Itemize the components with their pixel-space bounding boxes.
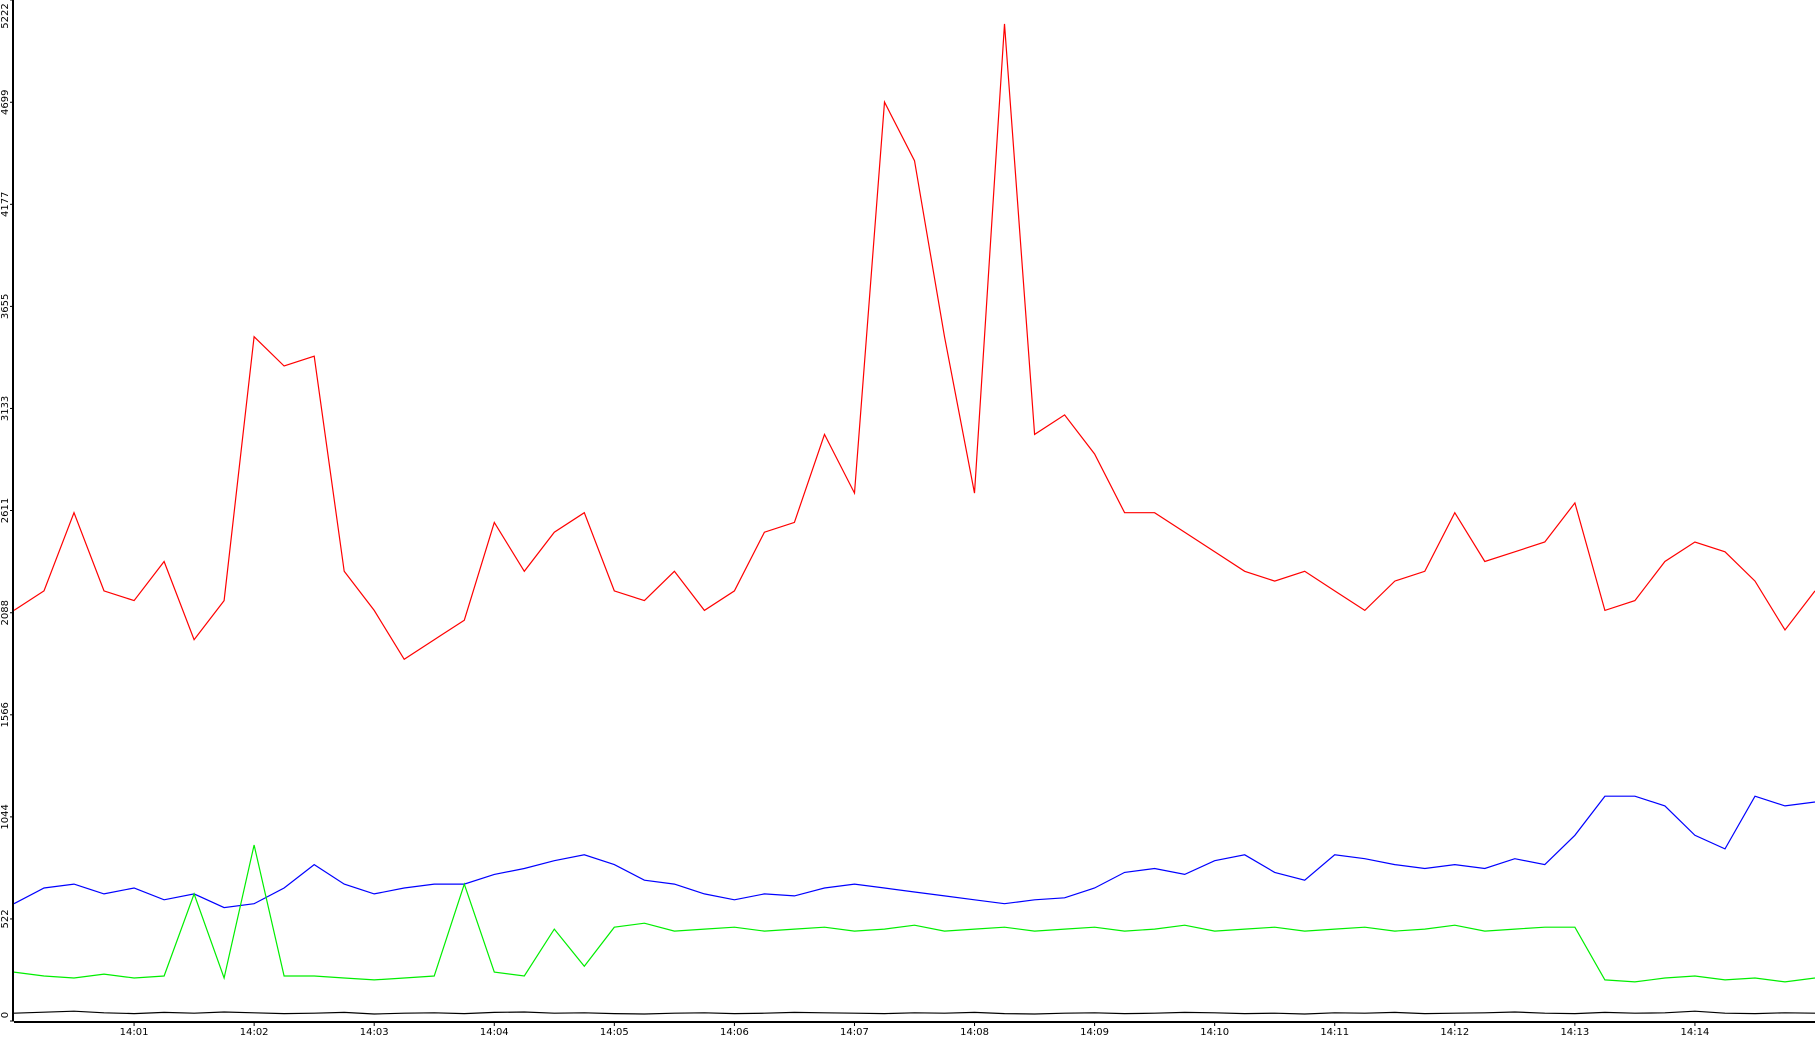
y-tick-label: 4699 — [0, 90, 11, 115]
y-tick-label: 4177 — [0, 192, 11, 217]
y-tick-label: 1566 — [0, 702, 11, 727]
x-tick-label: 14:06 — [720, 1027, 749, 1038]
x-tick-label: 14:12 — [1440, 1027, 1469, 1038]
x-tick-label: 14:03 — [360, 1027, 389, 1038]
x-tick-label: 14:13 — [1560, 1027, 1589, 1038]
x-tick-label: 14:02 — [240, 1027, 269, 1038]
y-tick-label: 2088 — [0, 600, 11, 625]
y-tick-label: 3655 — [0, 294, 11, 319]
x-tick-label: 14:08 — [960, 1027, 989, 1038]
series-line — [13, 1010, 1815, 1015]
y-tick-label: 5222 — [0, 3, 11, 28]
x-tick-label: 14:10 — [1200, 1027, 1229, 1038]
x-tick-label: 14:14 — [1681, 1027, 1710, 1038]
x-tick-label: 14:01 — [120, 1027, 149, 1038]
x-tick-label: 14:04 — [480, 1027, 509, 1038]
x-tick-label: 14:09 — [1080, 1027, 1109, 1038]
x-tick-label: 14:05 — [600, 1027, 629, 1038]
y-tick-label: 2611 — [0, 498, 11, 523]
series-line — [13, 844, 1815, 983]
y-tick-label: 522 — [0, 909, 11, 928]
series-line — [13, 795, 1815, 909]
series-line — [13, 23, 1815, 661]
x-tick-label: 14:07 — [840, 1027, 869, 1038]
x-tick-label: 14:11 — [1320, 1027, 1349, 1038]
y-tick-label: 0 — [0, 1012, 11, 1018]
y-tick-label: 1044 — [0, 804, 11, 829]
y-tick-label: 3133 — [0, 396, 11, 421]
